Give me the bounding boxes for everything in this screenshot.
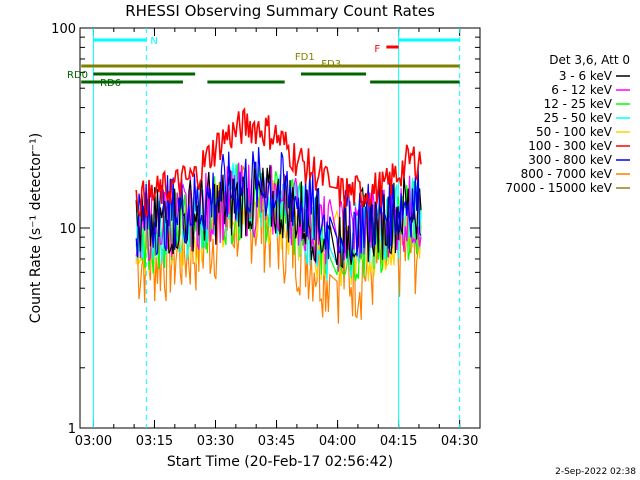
- y-tick-labels: 1 10 100: [51, 22, 76, 437]
- chart-title: RHESSI Observing Summary Count Rates: [125, 2, 435, 20]
- x-tick-label: 03:00: [75, 434, 112, 449]
- legend-label: 12 - 25 keV: [544, 97, 613, 111]
- x-tick-label: 03:30: [197, 434, 234, 449]
- series-line-50-100keV: [135, 169, 422, 287]
- legend-label: 3 - 6 keV: [559, 69, 613, 83]
- series-layer: [135, 106, 422, 324]
- legend-label: 800 - 7000 keV: [521, 167, 613, 181]
- x-tick-label: 04:00: [319, 434, 356, 449]
- legend-label: 50 - 100 keV: [536, 125, 613, 139]
- bar-label-RD0: RD0: [67, 70, 88, 81]
- x-axis-label: Start Time (20-Feb-17 02:56:42): [167, 454, 393, 470]
- legend-label: 25 - 50 keV: [544, 111, 613, 125]
- x-tick-label: 03:15: [136, 434, 173, 449]
- y-tick-label: 10: [59, 222, 76, 237]
- y-tick-label: 1: [68, 422, 76, 437]
- bar-label-FD3: FD3: [321, 59, 341, 70]
- bar-label-F: F: [374, 44, 380, 55]
- legend-header: Det 3,6, Att 0: [549, 53, 630, 67]
- x-tick-label: 04:30: [441, 434, 478, 449]
- bar-label-FD1: FD1: [295, 52, 315, 63]
- series-line-100-300keV: [135, 106, 422, 218]
- bar-label-N: N: [150, 36, 157, 47]
- x-tick-label: 04:15: [380, 434, 417, 449]
- y-axis-label: Count Rate (s⁻¹ detector⁻¹): [28, 133, 44, 323]
- observing-bars: N FD1 FD3 RD0 RD6 F: [67, 36, 460, 89]
- footer-date: 2-Sep-2022 02:38: [555, 467, 636, 477]
- legend-label: 100 - 300 keV: [528, 139, 612, 153]
- series-line-6-12keV: [135, 162, 422, 272]
- legend-label: 7000 - 15000 keV: [505, 181, 612, 195]
- series-line-300-800keV: [135, 147, 422, 260]
- x-tick-labels: 03:00 03:15 03:30 03:45 04:00 04:15 04:30: [75, 434, 479, 449]
- bar-label-RD6: RD6: [100, 78, 121, 89]
- legend-label: 6 - 12 keV: [551, 83, 613, 97]
- y-tick-label: 100: [51, 22, 76, 37]
- x-tick-label: 03:45: [258, 434, 295, 449]
- legend-label: 300 - 800 keV: [528, 153, 612, 167]
